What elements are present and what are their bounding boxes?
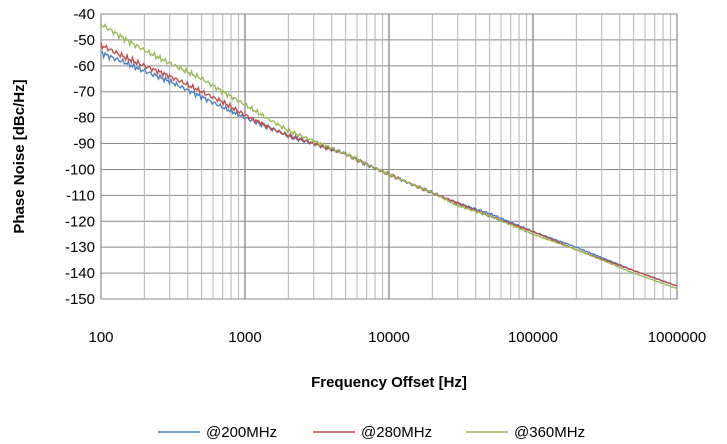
x-axis-title: Frequency Offset [Hz] <box>311 374 467 391</box>
y-axis-title: Phase Noise [dBc/Hz] <box>11 79 28 233</box>
y-tick-label: -40 <box>73 6 95 23</box>
y-tick-label: -120 <box>65 213 95 230</box>
x-tick-labels: 100 1000 10000 100000 1000000 <box>88 329 706 346</box>
legend: @200MHz @280MHz @360MHz <box>158 424 585 441</box>
x-tick-label: 1000 <box>228 329 261 346</box>
y-tick-label: -90 <box>73 136 95 153</box>
series-line-360mhz <box>100 23 678 290</box>
plot-frame <box>100 13 678 300</box>
y-tick-labels: -40 -50 -60 -70 -80 -90 -100 -110 -120 -130 -140 -1… <box>65 6 95 308</box>
series-line-200mhz <box>100 50 678 287</box>
y-tick-label: -110 <box>66 187 95 204</box>
y-tick-label: -150 <box>65 291 95 308</box>
x-tick-label: 10000 <box>368 329 410 346</box>
y-tick-label: -70 <box>73 84 95 101</box>
x-tick-label: 100000 <box>508 329 558 346</box>
x-tick-label: 1000000 <box>648 329 706 346</box>
series-lines <box>100 23 678 290</box>
y-tick-label: -60 <box>73 58 95 75</box>
y-tick-label: -140 <box>65 265 95 282</box>
legend-item: @280MHz <box>313 424 432 441</box>
y-tick-label: -130 <box>65 239 95 256</box>
legend-label: @360MHz <box>514 424 585 441</box>
legend-item: @360MHz <box>466 424 585 441</box>
legend-label: @280MHz <box>361 424 432 441</box>
y-tick-label: -80 <box>73 110 95 127</box>
y-tick-label: -50 <box>73 32 95 49</box>
legend-item: @200MHz <box>158 424 277 441</box>
x-tick-label: 100 <box>88 329 113 346</box>
y-tick-label: -100 <box>65 161 95 178</box>
legend-label: @200MHz <box>206 424 277 441</box>
